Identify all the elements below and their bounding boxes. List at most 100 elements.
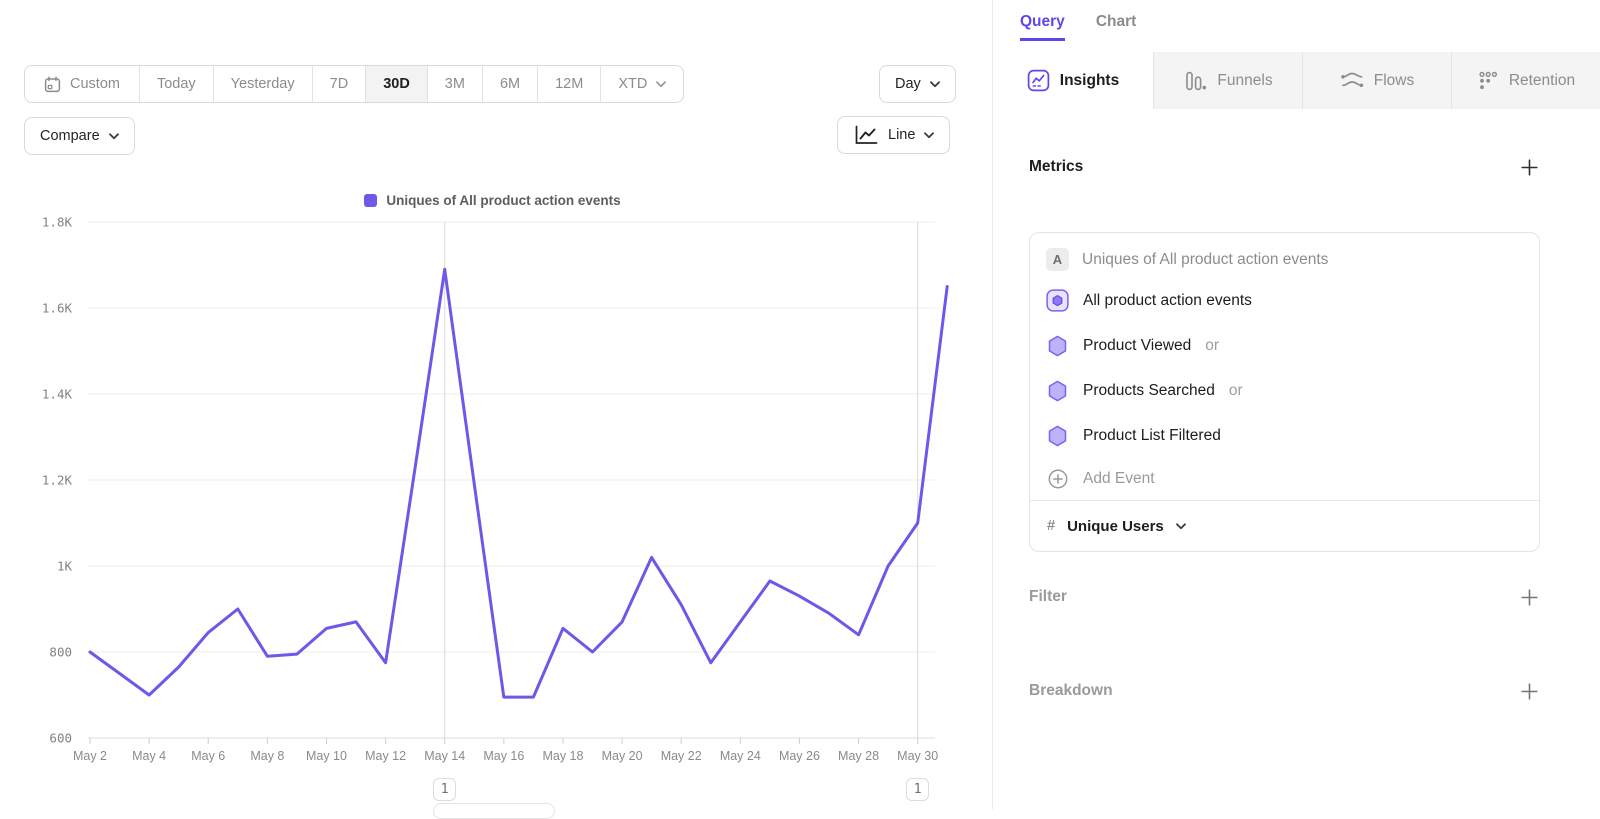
chart-pane: Custom Today Yesterday 7D 30D 3M 6M 12M XTD Day … <box>24 0 993 819</box>
range-label: 7D <box>329 76 349 92</box>
funnels-icon <box>1183 70 1207 92</box>
x-axis-label: May 2 <box>73 749 107 763</box>
range-label: 12M <box>555 76 584 92</box>
report-tab-label: Insights <box>1059 71 1120 89</box>
legend-label: Uniques of All product action events <box>386 193 621 208</box>
breakdown-section-header: Breakdown <box>1029 682 1538 700</box>
range-button-yesterday[interactable]: Yesterday <box>214 66 313 102</box>
breakdown-title: Breakdown <box>1029 682 1113 699</box>
retention-icon <box>1477 70 1499 92</box>
range-label: Yesterday <box>230 76 295 92</box>
granularity-label: Day <box>895 76 921 92</box>
metric-letter-badge: A <box>1046 248 1069 271</box>
event-label: Product Viewed <box>1083 336 1192 354</box>
x-axis-label: May 8 <box>250 749 284 763</box>
add-event-button[interactable]: Add Event <box>1030 458 1539 500</box>
add-event-label: Add Event <box>1083 470 1155 487</box>
event-row[interactable]: All product action events <box>1030 278 1539 323</box>
x-axis-label: May 12 <box>365 749 406 763</box>
x-axis-label: May 26 <box>779 749 820 763</box>
panel-tab-bar: Query Chart <box>1020 13 1136 41</box>
range-button-custom[interactable]: Custom <box>25 66 140 102</box>
range-button-3m[interactable]: 3M <box>428 66 483 102</box>
chart-type-label: Line <box>888 127 916 143</box>
event-label: Product List Filtered <box>1083 426 1221 444</box>
event-operator-label: or <box>1205 336 1220 354</box>
y-axis-label: 1.4K <box>42 387 73 402</box>
range-button-6m[interactable]: 6M <box>483 66 539 102</box>
date-range-selector: Custom Today Yesterday 7D 30D 3M 6M 12M XTD <box>24 65 685 103</box>
chart-type-dropdown[interactable]: Line <box>837 116 951 154</box>
hexagon-icon <box>1046 425 1069 447</box>
metric-summary-row[interactable]: A Uniques of All product action events <box>1030 233 1539 278</box>
range-button-12m[interactable]: 12M <box>538 66 602 102</box>
x-axis-label: May 16 <box>483 749 524 763</box>
y-axis-label: 1K <box>57 559 73 574</box>
x-axis-label: May 14 <box>424 749 465 763</box>
legend-swatch <box>364 194 378 207</box>
y-axis-label: 1.8K <box>42 215 73 230</box>
x-axis-label: May 6 <box>191 749 225 763</box>
chevron-down-icon <box>924 131 935 139</box>
range-label: 6M <box>499 76 521 92</box>
x-axis-label: May 24 <box>720 749 761 763</box>
series-line <box>88 267 949 699</box>
report-tab-funnels[interactable]: Funnels <box>1153 52 1302 109</box>
report-tab-retention[interactable]: Retention <box>1451 52 1600 109</box>
metric-card: A Uniques of All product action events A… <box>1029 232 1540 552</box>
report-tab-label: Funnels <box>1217 71 1273 89</box>
range-label: Custom <box>70 76 120 92</box>
y-axis-label: 800 <box>49 645 72 660</box>
hexagon-icon <box>1046 380 1069 402</box>
compare-label: Compare <box>40 128 100 144</box>
range-button-30d[interactable]: 30D <box>366 66 428 102</box>
x-axis-label: May 18 <box>542 749 583 763</box>
card-divider <box>1030 500 1539 501</box>
report-tab-flows[interactable]: Flows <box>1302 52 1451 109</box>
chevron-down-icon <box>1175 522 1186 530</box>
range-button-7d[interactable]: 7D <box>313 66 367 102</box>
x-axis-label: May 30 <box>897 749 938 763</box>
metrics-title: Metrics <box>1029 158 1084 175</box>
metric-summary-label: Uniques of All product action events <box>1082 250 1329 268</box>
panel-tab-query[interactable]: Query <box>1020 13 1065 41</box>
x-axis-label: May 28 <box>838 749 879 763</box>
report-tab-label: Retention <box>1508 71 1576 89</box>
annotation-badge[interactable]: 1 <box>906 778 930 801</box>
event-operator-label: or <box>1228 381 1243 399</box>
measurement-dropdown[interactable]: # Unique Users <box>1030 501 1539 551</box>
clipped-annotation-popover <box>433 803 555 819</box>
event-row[interactable]: Products Searched or <box>1030 368 1539 413</box>
event-list: All product action events Product Viewed o… <box>1030 278 1539 458</box>
hexagon-icon <box>1046 335 1069 357</box>
chevron-down-icon <box>656 80 667 88</box>
event-row[interactable]: Product Viewed or <box>1030 323 1539 368</box>
y-axis-label: 600 <box>49 731 72 746</box>
range-button-today[interactable]: Today <box>140 66 214 102</box>
x-axis-label: May 20 <box>602 749 643 763</box>
report-tab-insights[interactable]: Insights <box>993 52 1153 109</box>
panel-tab-chart[interactable]: Chart <box>1095 13 1137 30</box>
y-axis-label: 1.6K <box>42 301 73 316</box>
measurement-label: Unique Users <box>1067 517 1164 535</box>
report-type-tabs: Insights Funnels Flows Retention <box>993 52 1600 109</box>
annotation-badge[interactable]: 1 <box>433 778 457 801</box>
x-axis-label: May 10 <box>306 749 347 763</box>
add-filter-button[interactable] <box>1521 588 1538 606</box>
chevron-down-icon <box>929 80 940 88</box>
granularity-dropdown[interactable]: Day <box>879 65 956 103</box>
add-metric-button[interactable] <box>1521 158 1538 176</box>
event-row[interactable]: Product List Filtered <box>1030 413 1539 458</box>
calendar-icon <box>44 75 61 93</box>
insights-icon <box>1027 69 1050 92</box>
query-panel: Query Chart Insights Funnels Flows Retention… <box>993 0 1600 809</box>
chevron-down-icon <box>108 132 119 140</box>
range-button-xtd[interactable]: XTD <box>601 66 683 102</box>
x-axis-label: May 22 <box>661 749 702 763</box>
hash-icon: # <box>1047 518 1056 534</box>
compare-dropdown[interactable]: Compare <box>24 117 135 155</box>
range-label: Today <box>156 76 196 92</box>
add-breakdown-button[interactable] <box>1521 682 1538 700</box>
range-label: XTD <box>618 76 648 92</box>
